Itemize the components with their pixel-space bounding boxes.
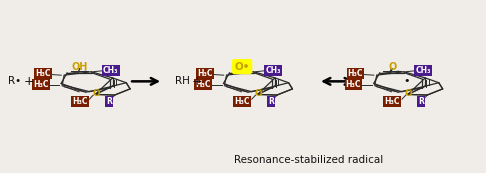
Text: Resonance-stabilized radical: Resonance-stabilized radical [234, 156, 383, 165]
Text: H₃C: H₃C [72, 97, 87, 106]
Text: H₃C: H₃C [35, 69, 51, 78]
Text: O: O [92, 89, 100, 98]
Text: +: + [23, 75, 34, 88]
Text: CH₃: CH₃ [416, 66, 431, 75]
Text: H₃C: H₃C [197, 69, 213, 78]
Text: OH: OH [71, 62, 88, 72]
Text: RH: RH [175, 76, 190, 86]
Text: R•: R• [8, 76, 21, 86]
Text: H₃C: H₃C [346, 80, 361, 89]
Text: +: + [191, 75, 202, 88]
Text: H₃C: H₃C [384, 97, 400, 106]
Text: H₃C: H₃C [33, 80, 49, 89]
Text: H₃C: H₃C [195, 80, 211, 89]
Text: CH₃: CH₃ [103, 66, 119, 75]
Text: O: O [405, 89, 413, 98]
Text: CH₃: CH₃ [265, 66, 281, 75]
Text: H₃C: H₃C [347, 69, 363, 78]
Text: •: • [404, 76, 410, 86]
Text: O: O [255, 89, 262, 98]
Text: R: R [106, 97, 112, 106]
Text: O: O [388, 62, 397, 72]
Text: H₃C: H₃C [234, 97, 250, 106]
Text: R: R [418, 97, 424, 106]
Text: O•: O• [234, 62, 250, 72]
Text: R: R [268, 97, 274, 106]
